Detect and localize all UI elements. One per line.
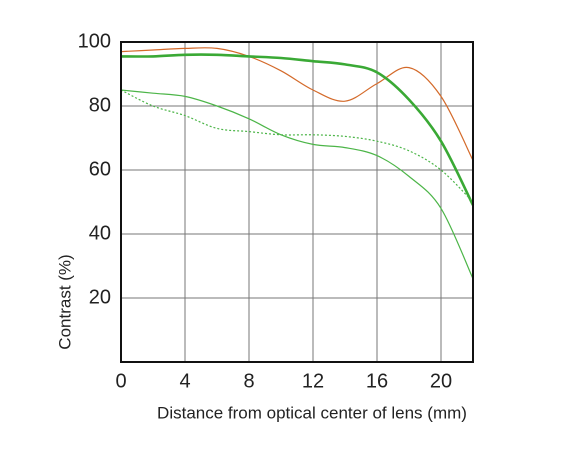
x-tick-label: 20 [430,370,452,392]
series-line [120,89,474,280]
series-line [120,89,474,203]
x-tick-label: 4 [179,370,190,392]
y-axis-label: Contrast (%) [55,254,74,349]
y-tick-label: 100 [78,30,111,52]
series-line [120,47,474,161]
series-line [120,53,475,206]
y-tick-label: 20 [89,286,111,308]
x-tick-label: 0 [115,370,126,392]
x-tick-label: 8 [243,370,254,392]
y-tick-label: 60 [89,158,111,180]
y-tick-label: 40 [89,222,111,244]
x-tick-label: 16 [366,370,388,392]
y-tick-label: 80 [89,94,111,116]
x-tick-label: 12 [302,370,324,392]
plot-border [120,41,474,363]
x-axis-label: Distance from optical center of lens (mm… [157,403,467,422]
